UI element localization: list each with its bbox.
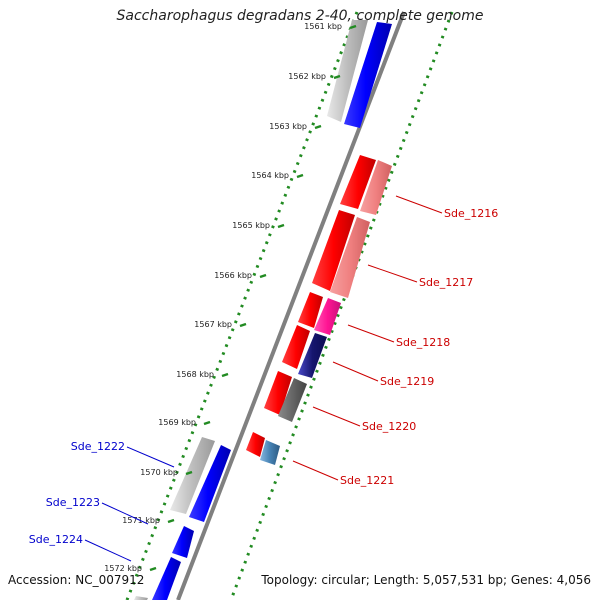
label-leader xyxy=(395,195,443,214)
gene-arrow[interactable] xyxy=(282,325,310,369)
gene-arrow[interactable] xyxy=(360,160,392,215)
tick-label: 1561 kbp xyxy=(304,22,342,31)
gene-arrow[interactable] xyxy=(134,596,148,600)
genome-summary-text: Topology: circular; Length: 5,057,531 bp… xyxy=(261,573,591,587)
gene-arrow[interactable] xyxy=(314,298,341,335)
gene-arrow[interactable] xyxy=(312,210,355,291)
gene-label[interactable]: Sde_1217 xyxy=(419,276,473,289)
right-gene-labels: Sde_1216 Sde_1217 Sde_1218 Sde_1219 Sde_1220… xyxy=(292,195,498,487)
gene-arrow[interactable] xyxy=(298,292,323,328)
gene-arrow[interactable] xyxy=(264,371,292,415)
left-gene-labels: Sde_1222 Sde_1223 Sde_1224 xyxy=(29,440,175,562)
page-title: Saccharophagus degradans 2-40, complete … xyxy=(116,8,484,24)
gene-label[interactable]: Sde_1223 xyxy=(46,496,100,509)
label-leader xyxy=(84,539,132,562)
tick-label: 1568 kbp xyxy=(176,370,214,379)
tick-mark xyxy=(277,223,285,229)
gene-arrow[interactable] xyxy=(327,20,368,122)
gene-label[interactable]: Sde_1218 xyxy=(396,336,450,349)
label-leader xyxy=(126,446,175,468)
tick-mark xyxy=(185,470,193,476)
label-leader xyxy=(332,361,379,382)
tick-mark xyxy=(259,273,267,279)
tick-mark xyxy=(149,566,157,572)
gene-arrow[interactable] xyxy=(152,557,181,600)
gene-label[interactable]: Sde_1224 xyxy=(29,533,83,546)
gene-label[interactable]: Sde_1220 xyxy=(362,420,416,433)
tick-mark xyxy=(314,124,322,130)
tick-mark xyxy=(221,372,229,378)
tick-label: 1564 kbp xyxy=(251,171,289,180)
tick-mark xyxy=(333,74,341,80)
gene-arrow[interactable] xyxy=(172,526,194,558)
label-leader xyxy=(347,324,395,343)
gene-arrow[interactable] xyxy=(344,22,392,128)
label-leader xyxy=(312,406,361,427)
gene-track xyxy=(134,20,392,600)
tick-label: 1565 kbp xyxy=(232,221,270,230)
tick-label: 1563 kbp xyxy=(269,122,307,131)
outer-ring-left xyxy=(125,11,359,601)
label-leader xyxy=(367,264,418,283)
gene-label[interactable]: Sde_1216 xyxy=(444,207,498,220)
tick-mark xyxy=(239,322,247,328)
tick-mark xyxy=(349,24,357,30)
gene-arrow[interactable] xyxy=(330,217,370,298)
position-ticks: 1561 kbp 1562 kbp 1563 kbp 1564 kbp 1565 kbp… xyxy=(104,22,357,573)
genome-backbone xyxy=(176,11,406,601)
tick-mark xyxy=(296,173,304,179)
tick-label: 1567 kbp xyxy=(194,320,232,329)
gene-arrow[interactable] xyxy=(298,333,327,378)
gene-arrow[interactable] xyxy=(246,432,265,457)
gene-label[interactable]: Sde_1219 xyxy=(380,375,434,388)
tick-label: 1572 kbp xyxy=(104,564,142,573)
accession-text: Accession: NC_007912 xyxy=(8,573,145,587)
tick-label: 1570 kbp xyxy=(140,468,178,477)
tick-mark xyxy=(167,518,175,524)
gene-arrow[interactable] xyxy=(278,378,307,422)
gene-arrow[interactable] xyxy=(170,437,215,514)
gene-arrow[interactable] xyxy=(340,155,376,209)
label-leader xyxy=(101,502,149,525)
gene-arrow[interactable] xyxy=(260,440,280,465)
gene-label[interactable]: Sde_1222 xyxy=(71,440,125,453)
gene-label[interactable]: Sde_1221 xyxy=(340,474,394,487)
gene-arrow[interactable] xyxy=(189,445,231,522)
label-leader xyxy=(292,460,339,481)
tick-mark xyxy=(203,420,211,426)
tick-label: 1562 kbp xyxy=(288,72,326,81)
tick-label: 1566 kbp xyxy=(214,271,252,280)
tick-label: 1569 kbp xyxy=(158,418,196,427)
